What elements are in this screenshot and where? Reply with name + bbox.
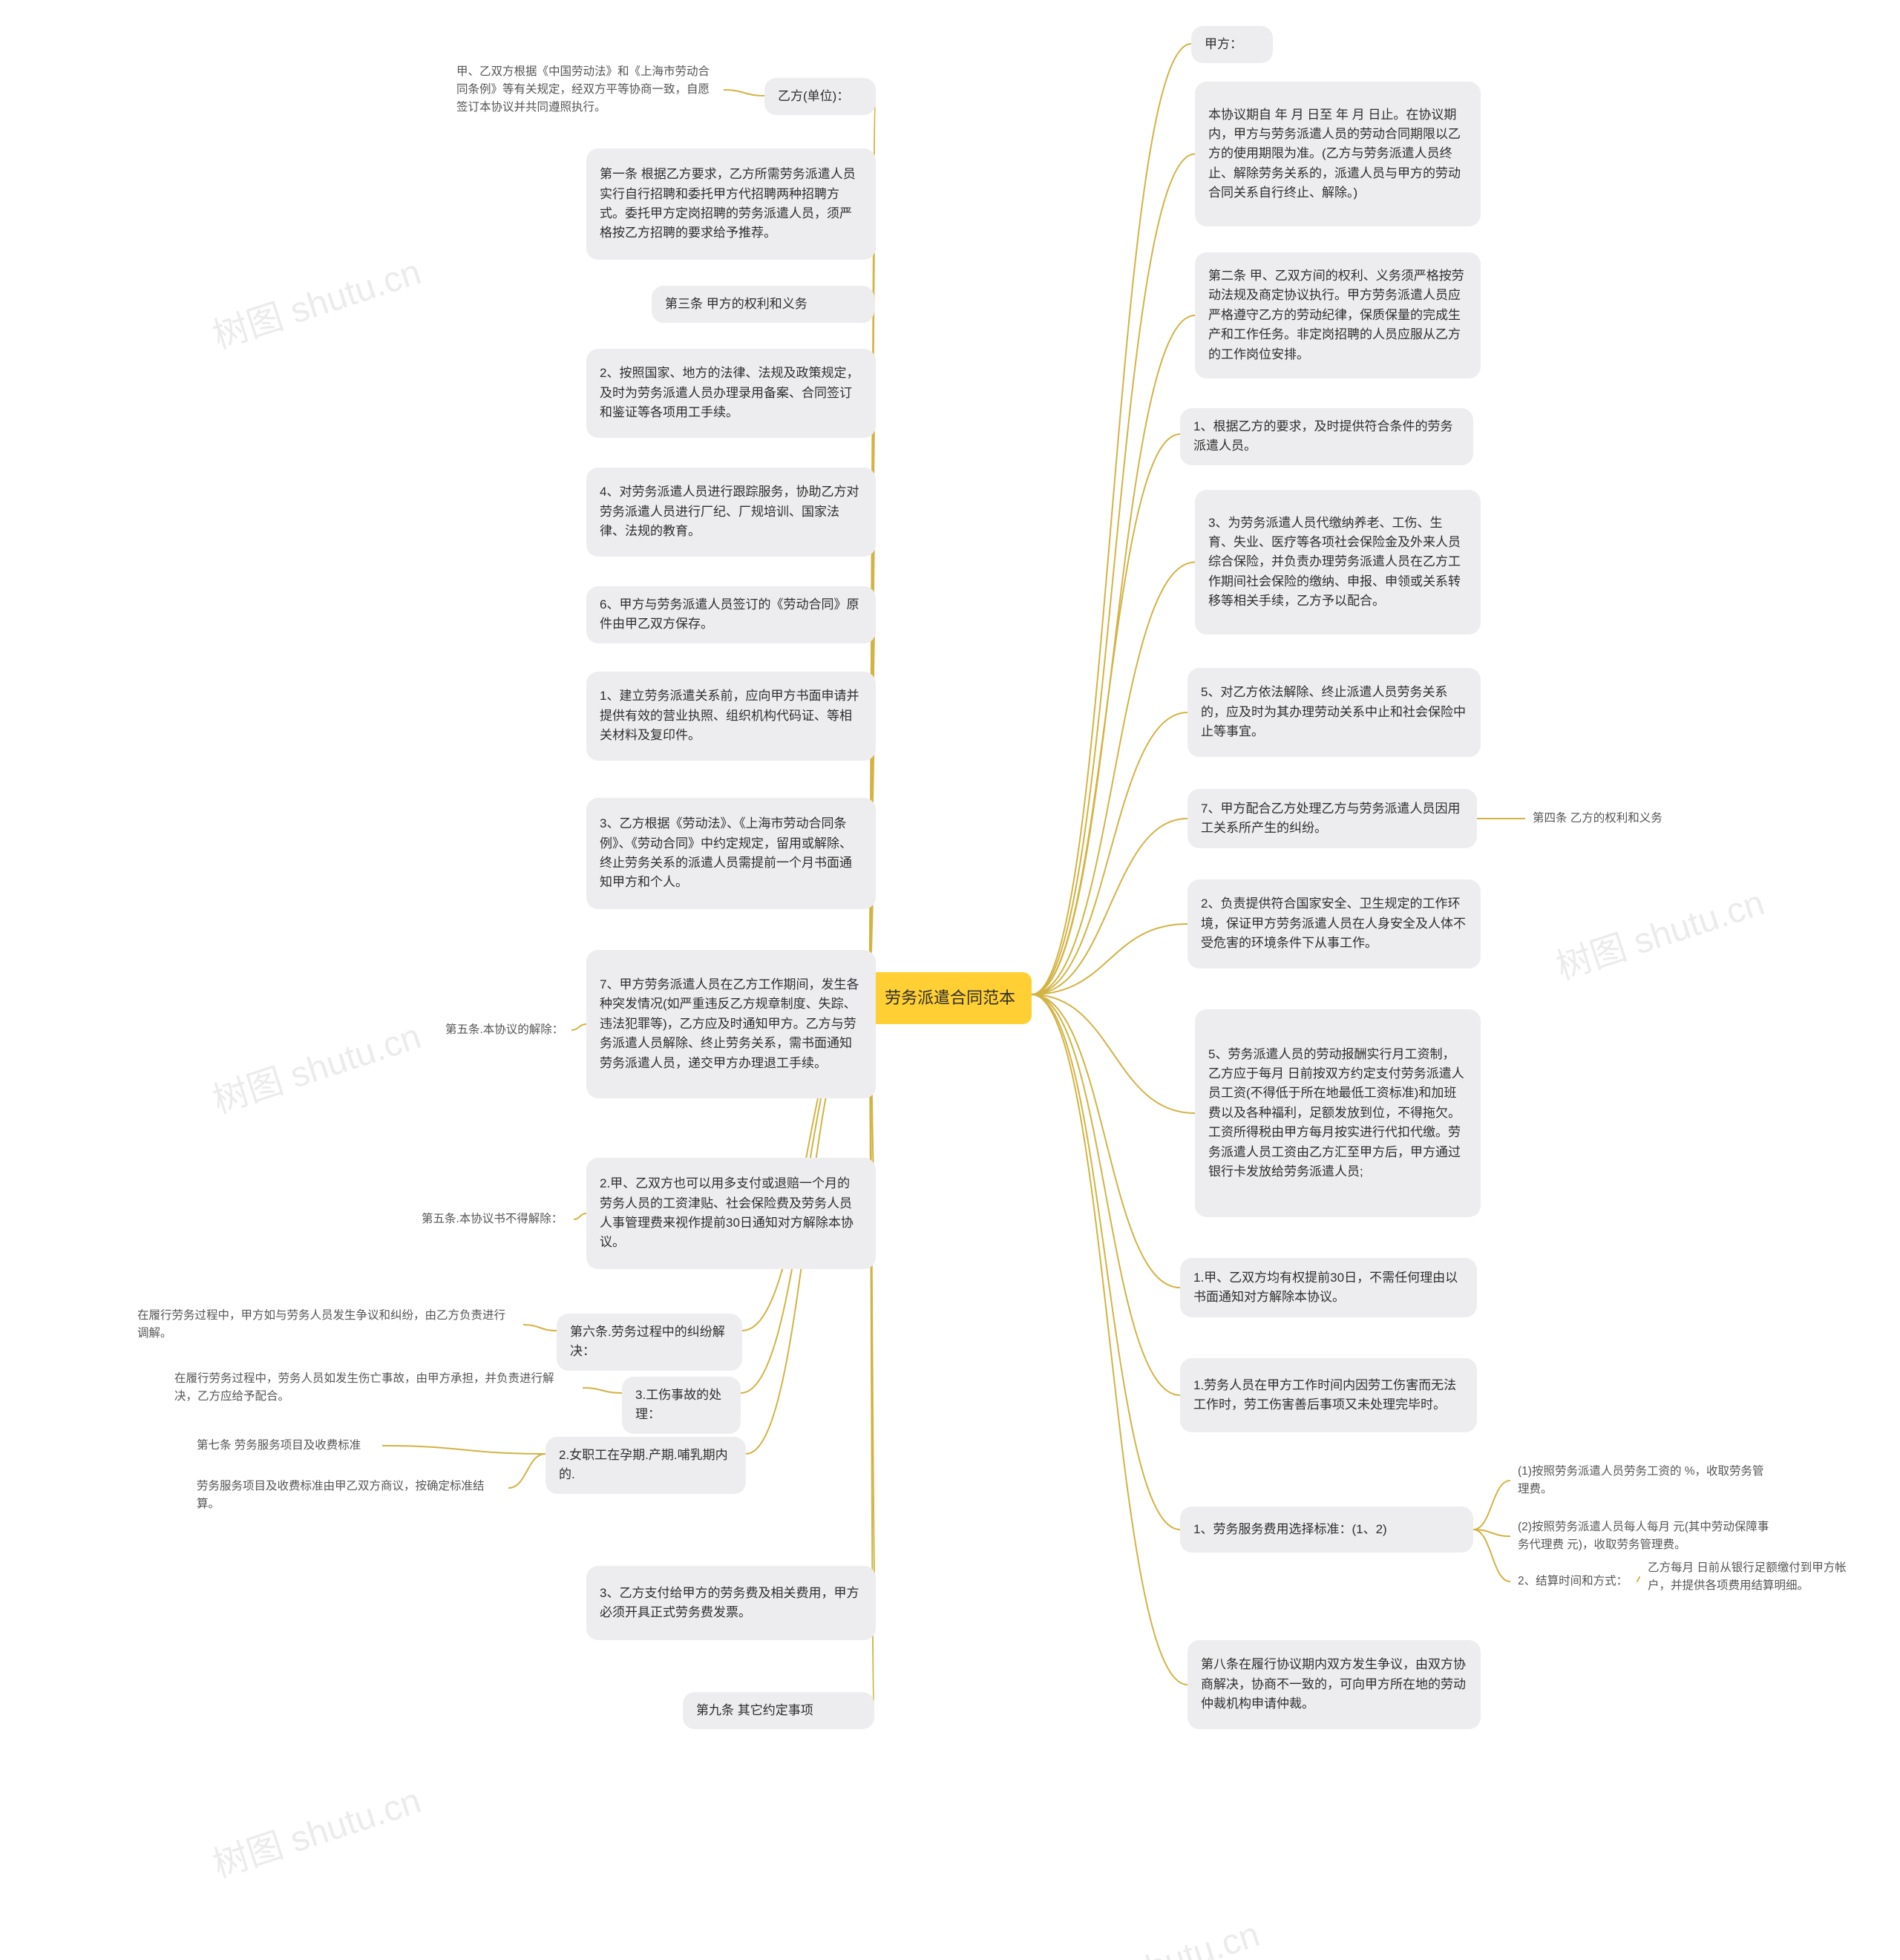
node-l_p7: 1、建立劳务派遣关系前，应向甲方书面申请并提供有效的营业执照、组织机构代码证、等… <box>586 672 876 761</box>
node-r_p2: 第二条 甲、乙双方间的权利、义务须严格按劳动法规及商定协议执行。甲方劳务派遣人员… <box>1195 252 1481 378</box>
node-l_p3: 第三条 甲方的权利和义务 <box>652 286 874 323</box>
node-l_p2: 第一条 根据乙方要求，乙方所需劳务派遣人员实行自行招聘和委托甲方代招聘两种招聘方… <box>586 148 876 260</box>
node-r_p4: 3、为劳务派遣人员代缴纳养老、工伤、生育、失业、医疗等各项社会保险金及外来人员综… <box>1195 490 1481 635</box>
node-l_p14: 3、乙方支付给甲方的劳务费及相关费用，甲方必须开具正式劳务费发票。 <box>586 1566 876 1640</box>
node-r_p1: 本协议期自 年 月 日至 年 月 日止。在协议期内，甲方与劳务派遣人员的劳动合同… <box>1195 82 1481 226</box>
node-r_p11a: (1)按照劳务派遣人员劳务工资的 %，收取劳务管理费。 <box>1510 1458 1778 1503</box>
node-r_p10: 1.劳务人员在甲方工作时间内因劳工伤害而无法工作时，劳工伤害善后事项又未处理完毕… <box>1180 1358 1477 1432</box>
node-r_p5: 5、对乙方依法解除、终止派遣人员劳务关系的，应及时为其办理劳动关系中止和社会保险… <box>1188 668 1481 757</box>
node-l_p13a: 第七条 劳务服务项目及收费标准 <box>189 1432 382 1459</box>
watermark: 树图 shutu.cn <box>1548 874 1769 989</box>
node-r_p3: 1、根据乙方的要求，及时提供符合条件的劳务派遣人员。 <box>1180 408 1473 465</box>
node-l_p1s: 甲、乙双方根据《中国劳动法》和《上海市劳动合同条例》等有关规定，经双方平等协商一… <box>449 56 724 124</box>
node-l_p15: 第九条 其它约定事项 <box>683 1692 874 1729</box>
node-r_p12: 第八条在履行协议期内双方发生争议，由双方协商解决，协商不一致的，可向甲方所在地的… <box>1188 1640 1481 1729</box>
node-r_p6s: 第四条 乙方的权利和义务 <box>1525 805 1681 832</box>
watermark: 树图 shutu.cn <box>205 243 426 358</box>
node-r_p7: 2、负责提供符合国家安全、卫生规定的工作环境，保证甲方劳务派遣人员在人身安全及人… <box>1188 879 1481 968</box>
node-r_jia: 甲方： <box>1191 26 1273 63</box>
mindmap-canvas: 劳务派遣合同范本 甲方： 本协议期自 年 月 日至 年 月 日止。在协议期内，甲方与… <box>0 0 1900 1960</box>
node-r_p6: 7、甲方配合乙方处理乙方与劳务派遣人员因用工关系所产生的纠纷。 <box>1188 789 1477 848</box>
watermark: 树图 shutu.cn <box>1044 1905 1265 1960</box>
node-l_p9s: 第五条.本协议的解除： <box>438 1017 571 1043</box>
node-r_p11c1: 乙方每月 日前从银行足额缴付到甲方帐户，并提供各项费用结算明细。 <box>1640 1555 1874 1599</box>
node-l_p6: 6、甲方与劳务派遣人员签订的《劳动合同》原件由甲乙双方保存。 <box>586 586 876 643</box>
node-r_p8: 5、劳务派遣人员的劳动报酬实行月工资制，乙方应于每月 日前按双方约定支付劳务派遣… <box>1195 1009 1481 1217</box>
node-r_p9: 1.甲、乙双方均有权提前30日，不需任何理由以书面通知对方解除本协议。 <box>1180 1258 1477 1317</box>
node-l_p1: 乙方(单位)： <box>764 78 876 115</box>
node-r_p11c: 2、结算时间和方式： <box>1510 1566 1637 1597</box>
node-l_p5: 4、对劳务派遣人员进行跟踪服务，协助乙方对劳务派遣人员进行厂纪、厂规培训、国家法… <box>586 468 876 557</box>
watermark: 树图 shutu.cn <box>205 1771 426 1887</box>
node-r_p11: 1、劳务服务费用选择标准：(1、2) <box>1180 1507 1473 1553</box>
node-l_p8: 3、乙方根据《劳动法》、《上海市劳动合同条例》、《劳动合同》中约定规定，留用或解… <box>586 798 876 909</box>
node-l_p11s: 在履行劳务过程中，甲方如与劳务人员发生争议和纠纷，由乙方负责进行调解。 <box>130 1302 523 1347</box>
node-l_p10: 2.甲、乙双方也可以用多支付或退赔一个月的劳务人员的工资津贴、社会保险费及劳务人… <box>586 1158 876 1269</box>
node-l_p13: 2.女职工在孕期.产期.哺乳期内的. <box>546 1437 746 1494</box>
node-l_p11: 第六条.劳务过程中的纠纷解决： <box>557 1314 742 1371</box>
node-l_p10s: 第五条.本协议书不得解除： <box>414 1206 574 1233</box>
node-l_p12: 3.工伤事故的处理： <box>622 1377 741 1434</box>
node-l_p9: 7、甲方劳务派遣人员在乙方工作期间，发生各种突发情况(如严重违反乙方规章制度、失… <box>586 950 876 1098</box>
node-root: 劳务派遣合同范本 <box>868 972 1032 1024</box>
node-r_p11b: (2)按照劳务派遣人员每人每月 元(其中劳动保障事务代理费 元)，收取劳务管理费… <box>1510 1514 1785 1559</box>
node-l_p12s: 在履行劳务过程中，劳务人员如发生伤亡事故，由甲方承担，并负责进行解决，乙方应给予… <box>167 1366 583 1410</box>
node-l_p13b: 劳务服务项目及收费标准由甲乙双方商议，按确定标准结算。 <box>189 1473 508 1518</box>
watermark: 树图 shutu.cn <box>205 1007 426 1123</box>
node-l_p4: 2、按照国家、地方的法律、法规及政策规定，及时为劳务派遣人员办理录用备案、合同签… <box>586 349 876 438</box>
